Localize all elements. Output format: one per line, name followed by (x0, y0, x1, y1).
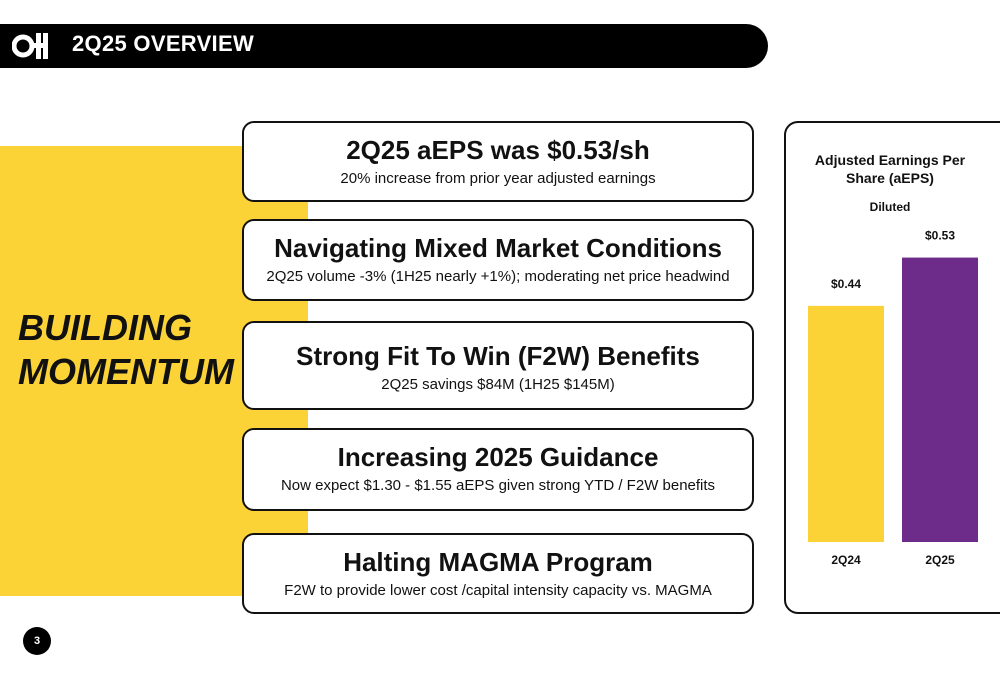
tagline-line-2: MOMENTUM (18, 351, 234, 392)
highlight-card-guidance: Increasing 2025 Guidance Now expect $1.3… (242, 428, 754, 511)
chart-subtitle: Diluted (869, 200, 911, 214)
chart-title: Adjusted Earnings Per Share (aEPS) (814, 152, 966, 186)
highlight-title: Increasing 2025 Guidance (337, 442, 659, 472)
highlight-card-market: Navigating Mixed Market Conditions 2Q25 … (242, 219, 754, 301)
page-number: 3 (23, 627, 51, 655)
highlight-subtitle: Now expect $1.30 - $1.55 aEPS given stro… (280, 477, 716, 494)
highlight-card-aeps: 2Q25 aEPS was $0.53/sh 20% increase from… (242, 121, 754, 202)
highlight-subtitle: 2Q25 savings $84M (1H25 $145M) (381, 376, 615, 393)
highlight-title: Strong Fit To Win (F2W) Benefits (296, 341, 700, 371)
bar-2Q24 (808, 305, 884, 542)
tagline: BUILDING MOMENTUM (18, 306, 248, 394)
data-label-2Q25: $0.53 (925, 229, 955, 243)
tagline-line-1: BUILDING (18, 307, 192, 348)
highlight-card-f2w: Strong Fit To Win (F2W) Benefits 2Q25 sa… (242, 321, 754, 410)
page-title: 2Q25 OVERVIEW (72, 31, 255, 56)
highlight-subtitle: F2W to provide lower cost /capital inten… (284, 582, 712, 599)
x-tick-2Q24: 2Q24 (831, 553, 861, 567)
highlight-card-magma: Halting MAGMA Program F2W to provide low… (242, 533, 754, 614)
highlight-title: Navigating Mixed Market Conditions (274, 233, 722, 263)
bar-2Q25 (902, 257, 978, 542)
company-logo-icon (12, 33, 48, 59)
highlight-subtitle: 2Q25 volume -3% (1H25 nearly +1%); moder… (266, 268, 730, 285)
x-tick-2Q25: 2Q25 (925, 553, 955, 567)
highlight-title: Halting MAGMA Program (343, 547, 653, 577)
data-label-2Q24: $0.44 (831, 277, 861, 291)
aeps-bar-chart: $0.44 2Q24 $0.53 2Q25 (808, 229, 978, 567)
header-bar (0, 24, 768, 68)
highlight-title: 2Q25 aEPS was $0.53/sh (346, 135, 650, 165)
highlight-subtitle: 20% increase from prior year adjusted ea… (340, 170, 656, 187)
